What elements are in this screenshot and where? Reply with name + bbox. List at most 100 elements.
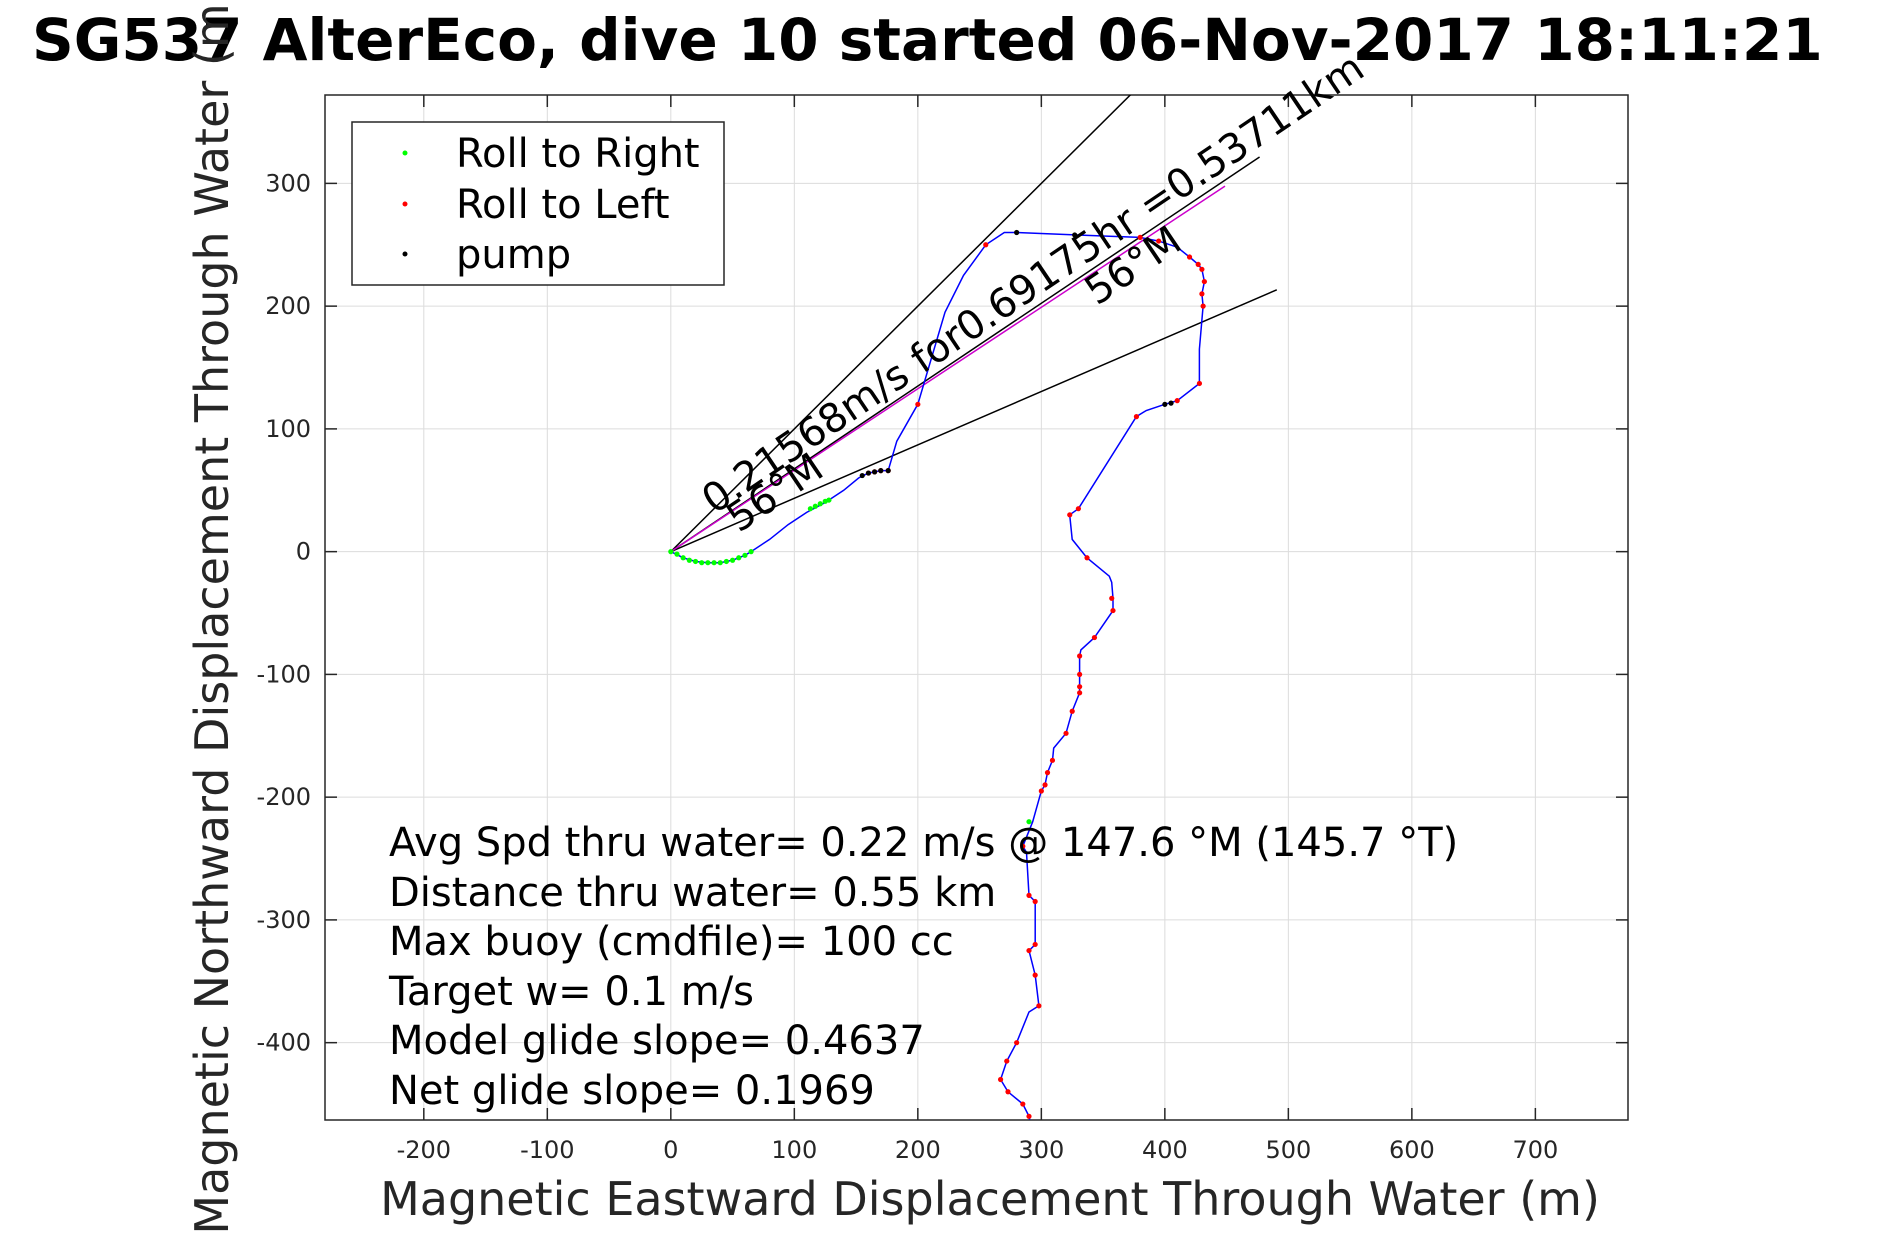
stat-distance: Distance thru water= 0.55 km <box>389 870 996 916</box>
bearing-line <box>670 156 1260 553</box>
roll-left-point <box>1201 278 1207 285</box>
roll-left-point <box>1156 238 1162 244</box>
x-tick-label: 100 <box>771 1136 817 1164</box>
legend-label-pump: pump <box>456 232 571 278</box>
legend-marker-roll-left <box>402 201 408 207</box>
roll-left-point <box>983 242 989 248</box>
y-tick-label: -400 <box>257 1029 311 1057</box>
pump-point <box>859 472 865 479</box>
roll-right-point <box>748 549 754 555</box>
roll-left-point <box>1195 261 1201 268</box>
roll-left-point <box>1026 947 1032 954</box>
y-tick-label: 300 <box>265 169 311 197</box>
roll-left-point <box>1049 757 1056 763</box>
roll-right-point <box>717 560 723 566</box>
roll-left-point <box>1032 941 1038 948</box>
roll-left-point <box>1005 1089 1011 1095</box>
x-tick-label: -200 <box>397 1136 451 1164</box>
roll-right-point <box>742 552 748 558</box>
plot-area <box>324 94 1629 1121</box>
roll-left-point <box>1091 634 1098 641</box>
stat-avg-speed: Avg Spd thru water= 0.22 m/s @ 147.6 °M … <box>389 820 1458 866</box>
x-axis-label: Magnetic Eastward Displacement Through W… <box>380 1172 1600 1226</box>
stat-model-glide-slope: Model glide slope= 0.4637 <box>389 1018 925 1064</box>
roll-left-point <box>1174 398 1180 404</box>
roll-right-point <box>826 497 832 503</box>
roll-right-point <box>674 551 680 557</box>
x-tick-label: 200 <box>895 1136 941 1164</box>
roll-left-point <box>1032 972 1038 978</box>
heading-line <box>670 185 1226 553</box>
y-tick-label: -300 <box>257 906 311 934</box>
roll-left-point <box>1075 506 1081 512</box>
bearing-line <box>670 289 1278 553</box>
x-tick-label: 300 <box>1018 1136 1064 1164</box>
roll-right-point <box>699 560 705 566</box>
roll-left-point <box>1077 653 1083 659</box>
y-axis-label: Magnetic Northward Displacement Through … <box>185 0 239 1235</box>
pump-point <box>872 469 878 475</box>
stat-net-glide-slope: Net glide slope= 0.1969 <box>389 1068 875 1114</box>
x-tick-label: -100 <box>520 1136 574 1164</box>
x-tick-label: 400 <box>1142 1136 1188 1164</box>
roll-left-point <box>1020 1101 1026 1107</box>
roll-right-point <box>812 503 818 509</box>
y-tick-label: 0 <box>296 538 311 566</box>
roll-left-point <box>1038 788 1044 794</box>
roll-left-point <box>1196 380 1203 387</box>
stat-max-buoy: Max buoy (cmdfile)= 100 cc <box>389 919 954 965</box>
plot-content <box>668 95 1278 1120</box>
roll-left-point <box>1020 843 1026 849</box>
x-tick-label: 700 <box>1512 1136 1558 1164</box>
y-tick-label: 200 <box>265 292 311 320</box>
chart-title: SG537 AlterEco, dive 10 started 06-Nov-2… <box>32 6 1823 74</box>
roll-left-point <box>1200 303 1206 309</box>
axis-ticks: -200 -100 0 100 200 300 400 500 600 700 -400 -300 -2… <box>257 95 1628 1164</box>
pump-point <box>1162 401 1168 407</box>
x-tick-label: 600 <box>1389 1136 1435 1164</box>
legend-marker-roll-right <box>402 150 408 156</box>
pump-point <box>878 468 884 474</box>
legend-label-roll-right: Roll to Right <box>456 131 700 177</box>
roll-left-point <box>1032 898 1038 905</box>
roll-right-point <box>817 501 823 507</box>
roll-right-point <box>736 555 742 561</box>
roll-left-point <box>1199 291 1205 297</box>
pump-point <box>865 470 872 476</box>
roll-left-point <box>1133 414 1140 420</box>
roll-right-point <box>807 506 813 512</box>
roll-right-point <box>729 557 736 563</box>
roll-left-point <box>1026 892 1032 898</box>
roll-right-point <box>723 558 729 565</box>
roll-left-point <box>1077 671 1083 678</box>
legend-label-roll-left: Roll to Left <box>456 182 670 228</box>
roll-left-point <box>1067 512 1073 518</box>
roll-left-point <box>1109 595 1115 601</box>
y-tick-label: -200 <box>257 783 311 811</box>
roll-left-point <box>1044 770 1051 776</box>
pump-point <box>1168 400 1174 406</box>
legend-marker-pump <box>402 251 408 257</box>
roll-left-point <box>1199 266 1205 272</box>
bearing-line <box>670 95 1132 553</box>
roll-left-point <box>915 401 921 407</box>
roll-right-point <box>711 560 717 566</box>
roll-left-point <box>1186 254 1193 260</box>
y-tick-label: -100 <box>257 660 311 688</box>
roll-right-point <box>1026 819 1032 825</box>
roll-right-point <box>686 557 692 563</box>
roll-left-point <box>1077 684 1083 690</box>
roll-right-point <box>668 549 674 555</box>
roll-left-point <box>997 1076 1004 1083</box>
pump-point <box>1072 232 1078 238</box>
roll-left-point <box>1137 234 1143 240</box>
stat-target-w: Target w= 0.1 m/s <box>388 969 754 1015</box>
roll-left-point <box>1004 1058 1010 1064</box>
stats-block: Avg Spd thru water= 0.22 m/s @ 147.6 °M … <box>388 820 1458 1114</box>
roll-right-point <box>692 558 699 565</box>
legend: Roll to Right Roll to Left pump <box>351 121 725 286</box>
legend-box <box>351 121 725 286</box>
roll-left-point <box>1084 555 1090 561</box>
y-tick-label: 100 <box>265 415 311 443</box>
roll-left-point <box>1069 708 1075 714</box>
